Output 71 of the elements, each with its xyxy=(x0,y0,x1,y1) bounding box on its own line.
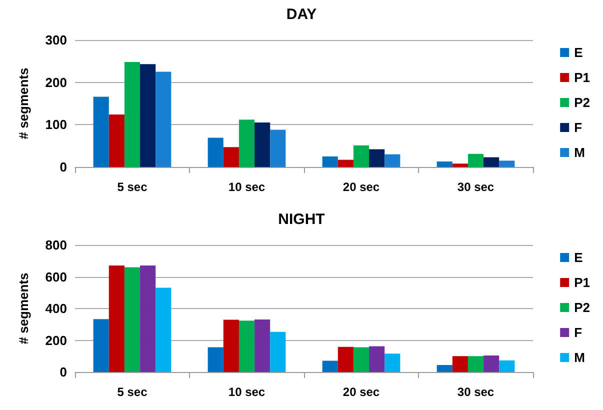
bar xyxy=(254,122,270,167)
bar xyxy=(499,360,515,372)
bar xyxy=(93,319,109,372)
bar xyxy=(140,265,156,372)
bar xyxy=(468,154,484,167)
bar xyxy=(384,154,400,167)
bar xyxy=(156,288,172,372)
bar xyxy=(124,267,140,372)
bar xyxy=(369,149,385,167)
chart-title: NIGHT xyxy=(278,211,325,228)
bar xyxy=(208,138,224,167)
legend-label: F xyxy=(574,120,582,135)
legend-label: M xyxy=(574,350,585,365)
bar xyxy=(124,62,140,167)
y-axis-title: # segments xyxy=(16,272,31,344)
x-tick-label: 20 sec xyxy=(342,385,380,399)
y-tick-label: 400 xyxy=(45,301,67,316)
y-axis-title: # segments xyxy=(16,68,31,140)
x-tick-label: 30 sec xyxy=(457,180,494,194)
bar xyxy=(468,356,484,372)
bar xyxy=(353,145,370,167)
bar xyxy=(238,320,255,372)
bar xyxy=(254,319,270,372)
bar xyxy=(93,96,109,167)
bar xyxy=(322,360,338,372)
x-tick-label: 10 sec xyxy=(228,180,266,194)
legend-label: M xyxy=(574,145,585,160)
bar xyxy=(238,120,255,167)
bar xyxy=(223,147,239,167)
y-tick-label: 200 xyxy=(45,74,67,90)
bar xyxy=(436,161,452,167)
bar xyxy=(223,320,239,372)
bar xyxy=(338,346,354,372)
bar xyxy=(108,265,124,372)
bar xyxy=(436,365,452,372)
y-tick-label: 800 xyxy=(45,238,67,252)
legend-label: P2 xyxy=(574,95,590,110)
x-tick-label: 20 sec xyxy=(342,180,380,194)
bar xyxy=(338,160,354,167)
x-tick-label: 5 sec xyxy=(117,385,148,399)
bar xyxy=(270,130,286,167)
x-tick-label: 30 sec xyxy=(457,385,494,399)
y-tick-label: 300 xyxy=(45,32,67,48)
bar xyxy=(452,356,468,372)
bar xyxy=(353,347,370,372)
x-tick-label: 10 sec xyxy=(228,385,266,399)
legend-label: P2 xyxy=(574,300,590,315)
legend-label: F xyxy=(574,325,582,340)
bar xyxy=(384,354,400,372)
bar xyxy=(108,114,124,167)
bar xyxy=(452,164,468,167)
bar xyxy=(484,157,500,167)
y-tick-label: 200 xyxy=(45,332,67,348)
legend-label: E xyxy=(574,250,584,265)
y-tick-label: 600 xyxy=(45,269,67,284)
y-tick-label: 0 xyxy=(60,364,67,380)
bar xyxy=(322,156,338,167)
bar xyxy=(369,346,385,372)
bar xyxy=(140,64,156,167)
bar xyxy=(484,355,500,372)
legend-label: E xyxy=(574,45,584,60)
y-tick-label: 100 xyxy=(45,117,67,132)
legend-label: P1 xyxy=(574,70,590,85)
bar xyxy=(270,332,286,372)
y-tick-label: 0 xyxy=(60,160,67,174)
x-tick-label: 5 sec xyxy=(117,180,148,194)
legend-label: P1 xyxy=(574,275,590,290)
chart-title: DAY xyxy=(286,6,317,23)
bar xyxy=(499,160,515,167)
bar xyxy=(208,347,224,372)
bar xyxy=(156,72,172,167)
